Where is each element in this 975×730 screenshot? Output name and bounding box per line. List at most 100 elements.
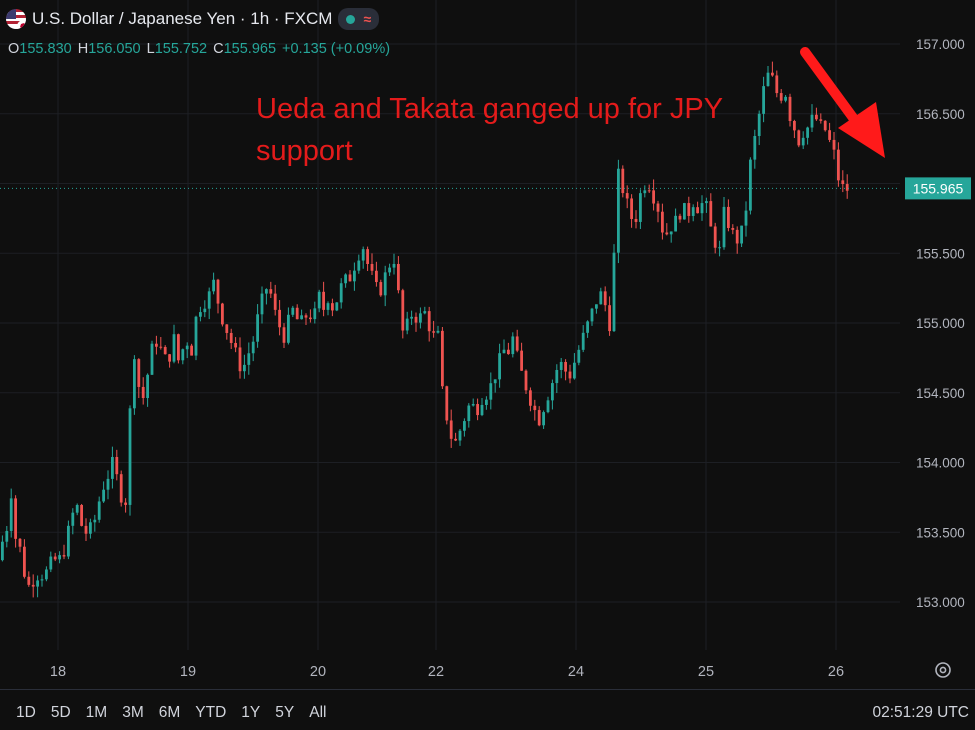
settings-gear-icon[interactable] — [934, 661, 952, 679]
candle-body — [722, 206, 726, 248]
candle-body — [247, 353, 251, 365]
candle-body — [146, 374, 149, 399]
candle-body — [348, 274, 352, 282]
candle-body — [124, 502, 127, 505]
candle-body — [652, 190, 655, 204]
close-value: C155.965 — [213, 41, 277, 57]
candle-body — [36, 580, 39, 587]
x-tick-label: 24 — [568, 664, 584, 680]
candle-body — [177, 334, 180, 361]
candle-body — [520, 350, 523, 371]
candle-body — [502, 349, 506, 354]
candle-body — [436, 330, 440, 333]
annotation-arrow-head-icon — [838, 102, 885, 158]
candle-body — [18, 538, 22, 547]
candle-body — [304, 315, 308, 318]
range-5d-button[interactable]: 5D — [50, 704, 71, 721]
candle-body — [419, 313, 422, 323]
y-tick-label: 154.500 — [916, 386, 965, 401]
candle-body — [357, 260, 361, 271]
candle-body — [727, 206, 730, 228]
utc-clock[interactable]: 02:51:29 UTC — [872, 704, 970, 721]
candle-body — [137, 359, 141, 387]
candle-body — [282, 327, 286, 343]
candle-body — [639, 193, 642, 222]
candle-body — [590, 308, 594, 322]
candle-body — [630, 198, 633, 219]
candle-body — [586, 321, 589, 333]
candle-body — [300, 315, 303, 320]
candle-body — [181, 349, 185, 361]
range-all-button[interactable]: All — [309, 704, 327, 721]
candle-body — [84, 525, 88, 534]
range-1y-button[interactable]: 1Y — [241, 704, 261, 721]
candle-body — [788, 96, 792, 121]
candle-body — [841, 180, 845, 185]
candle-body — [573, 362, 576, 379]
candle-body — [647, 190, 651, 192]
candle-body — [507, 349, 510, 355]
candle-body — [669, 231, 673, 235]
candle-body — [599, 291, 603, 305]
candle-body — [40, 579, 44, 581]
range-3m-button[interactable]: 3M — [122, 704, 144, 721]
candle-body — [89, 522, 92, 534]
candle-body — [106, 478, 110, 490]
candle-body — [828, 130, 831, 140]
candle-body — [793, 120, 796, 131]
candle-body — [361, 249, 365, 261]
candle-body — [238, 347, 242, 372]
y-tick-label: 156.500 — [916, 107, 965, 122]
candle-body — [397, 263, 400, 291]
candle-body — [14, 498, 17, 539]
annotation-arrow-shaft-icon — [800, 47, 867, 135]
range-6m-button[interactable]: 6M — [158, 704, 181, 721]
candle-body — [269, 289, 273, 294]
candle-body — [159, 346, 163, 348]
candle-body — [229, 332, 233, 343]
symbol-header[interactable]: U.S. Dollar / Japanese Yen · 1h · FXCM ≈ — [6, 8, 380, 30]
candle-body — [810, 114, 814, 128]
candle-body — [295, 307, 299, 320]
candle-body — [643, 190, 647, 194]
candle-body — [256, 314, 259, 342]
candle-body — [45, 569, 48, 580]
candle-body — [493, 379, 497, 384]
candle-body — [23, 546, 26, 577]
candle-body — [621, 168, 625, 194]
candle-body — [150, 343, 154, 375]
candle-body — [141, 386, 145, 399]
low-value: L155.752 — [146, 41, 208, 57]
chart-annotation-text: Ueda and Takata ganged up for JPY suppor… — [256, 93, 723, 167]
candle-body — [331, 303, 334, 311]
range-5y-button[interactable]: 5Y — [275, 704, 295, 721]
candle-body — [102, 489, 105, 502]
candle-body — [5, 530, 9, 542]
candle-body — [735, 229, 739, 244]
candle-body — [480, 404, 484, 416]
x-tick-label: 18 — [50, 664, 66, 680]
candle-body — [612, 252, 616, 332]
candle-body — [775, 75, 779, 94]
range-ytd-button[interactable]: YTD — [195, 704, 227, 721]
range-1m-button[interactable]: 1M — [85, 704, 108, 721]
candle-body — [251, 341, 255, 354]
candle-body — [445, 386, 449, 421]
candle-body — [221, 303, 224, 325]
candle-body — [309, 317, 312, 320]
candle-body — [691, 207, 695, 216]
candle-body — [216, 279, 220, 304]
price-badge — [905, 177, 971, 200]
candle-body — [665, 232, 669, 235]
candle-body — [806, 127, 809, 138]
candle-body — [744, 210, 748, 226]
range-1d-button[interactable]: 1D — [16, 704, 36, 721]
candle-body — [9, 498, 13, 531]
candle-body — [511, 336, 515, 355]
market-open-dot-icon — [346, 14, 356, 24]
candle-body — [815, 114, 818, 120]
candle-body — [581, 332, 585, 350]
market-status-pill[interactable]: ≈ — [338, 8, 380, 30]
candle-body — [427, 311, 431, 332]
